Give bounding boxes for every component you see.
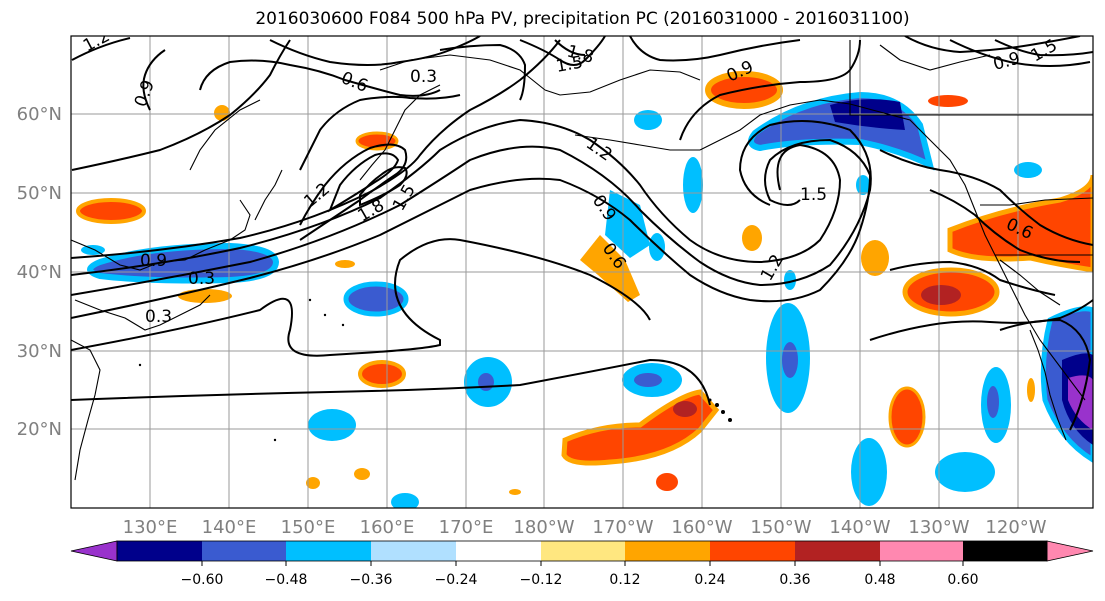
colorbar-tick-label: −0.24 — [435, 572, 478, 588]
precip-blob — [861, 240, 889, 276]
contour-label: 0.3 — [188, 269, 215, 289]
colorbar-segment — [286, 541, 371, 561]
lon-label: 160°E — [360, 517, 415, 538]
map-frame — [70, 35, 1094, 509]
precip-blob — [306, 477, 320, 489]
precip-blob — [1027, 378, 1035, 402]
colorbar-segment — [371, 541, 456, 561]
pacific-islands — [138, 298, 732, 442]
contour-label: 1.5 — [800, 185, 827, 205]
precip-blob — [509, 489, 521, 495]
lon-label: 150°W — [750, 517, 811, 538]
precip-blob — [656, 473, 678, 491]
precip-blob — [683, 157, 703, 213]
lon-label: 160°W — [671, 517, 732, 538]
precip-blob — [605, 190, 650, 258]
precip-blob — [987, 386, 999, 418]
map-panel[interactable]: 1.2 0.9 0.6 0.3 1.8 1.5 1.2 1.8 1.5 0.9 … — [70, 26, 1094, 511]
lon-label: 130°W — [908, 517, 969, 538]
pv-contours — [71, 36, 1093, 431]
colorbar-extend-low — [70, 540, 118, 562]
colorbar-tick-label: 0.24 — [694, 572, 725, 588]
lon-label: 120°W — [985, 517, 1046, 538]
colorbar-ticks — [201, 561, 964, 566]
longitude-labels: 130°E 140°E 150°E 160°E 170°E 180°W 170°… — [123, 517, 1047, 538]
lon-label: 130°E — [123, 517, 178, 538]
precip-blob — [343, 281, 409, 317]
lat-label: 60°N — [17, 104, 62, 125]
colorbar-tick-label: 0.12 — [609, 572, 640, 588]
colorbar-frame — [116, 540, 1048, 562]
lat-label: 30°N — [17, 341, 62, 362]
colorbar-segment — [963, 541, 1047, 561]
precip-blob — [358, 360, 406, 388]
colorbar: −0.60 −0.48 −0.36 −0.24 −0.12 0.12 0.24 … — [70, 540, 1094, 588]
colorbar-tick-label: −0.36 — [350, 572, 393, 588]
precip-blob — [478, 373, 494, 391]
precip-blob — [634, 373, 662, 387]
colorbar-segment — [117, 541, 202, 561]
contour-label: 0.3 — [410, 67, 437, 87]
lon-label: 180°W — [513, 517, 574, 538]
lon-label: 170°E — [439, 517, 494, 538]
precip-blob — [851, 438, 887, 506]
contour-label: 0.9 — [140, 251, 167, 271]
colorbar-tick-label: −0.60 — [181, 572, 224, 588]
colorbar-segment — [625, 541, 710, 561]
precip-blob — [782, 342, 798, 378]
precip-blob — [335, 260, 355, 268]
precip-blob — [921, 285, 961, 305]
colorbar-tick-label: −0.12 — [520, 572, 563, 588]
lon-label: 140°E — [202, 517, 257, 538]
precip-blob — [214, 105, 230, 121]
lon-label: 140°W — [829, 517, 890, 538]
precip-blob — [673, 401, 697, 417]
precip-blob — [742, 225, 762, 251]
colorbar-segment — [202, 541, 286, 561]
colorbar-tick-label: 0.60 — [947, 572, 978, 588]
precip-blob — [928, 95, 968, 107]
lat-label: 40°N — [17, 262, 62, 283]
precip-blob — [634, 110, 662, 130]
colorbar-segment — [541, 541, 625, 561]
precip-blob — [856, 175, 870, 195]
precip-blob — [178, 289, 232, 303]
precip-blob — [888, 386, 926, 448]
precip-blob — [308, 409, 356, 441]
precip-blob — [935, 452, 995, 492]
precip-blob — [580, 235, 640, 302]
precip-blob — [391, 493, 419, 508]
colorbar-tick-label: 0.48 — [864, 572, 895, 588]
precip-blob — [784, 270, 796, 290]
lat-label: 20°N — [17, 419, 62, 440]
figure-title: 2016030600 F084 500 hPa PV, precipitatio… — [255, 9, 910, 29]
colorbar-tick-label: 0.36 — [779, 572, 810, 588]
colorbar-extend-high — [1046, 540, 1094, 562]
colorbar-segment — [456, 541, 541, 561]
latitude-labels: 60°N 50°N 40°N 30°N 20°N — [17, 104, 62, 440]
lat-label: 50°N — [17, 183, 62, 204]
contour-label: 1.5 — [554, 53, 584, 77]
colorbar-tick-label: −0.48 — [265, 572, 308, 588]
precip-blob — [76, 198, 146, 224]
colorbar-segment — [710, 541, 795, 561]
precip-blob — [354, 468, 370, 480]
contour-label: 0.3 — [145, 307, 172, 327]
lon-label: 150°E — [281, 517, 336, 538]
precip-blob — [1014, 162, 1042, 178]
colorbar-segment — [795, 541, 880, 561]
colorbar-segment — [880, 541, 963, 561]
lon-label: 170°W — [592, 517, 653, 538]
